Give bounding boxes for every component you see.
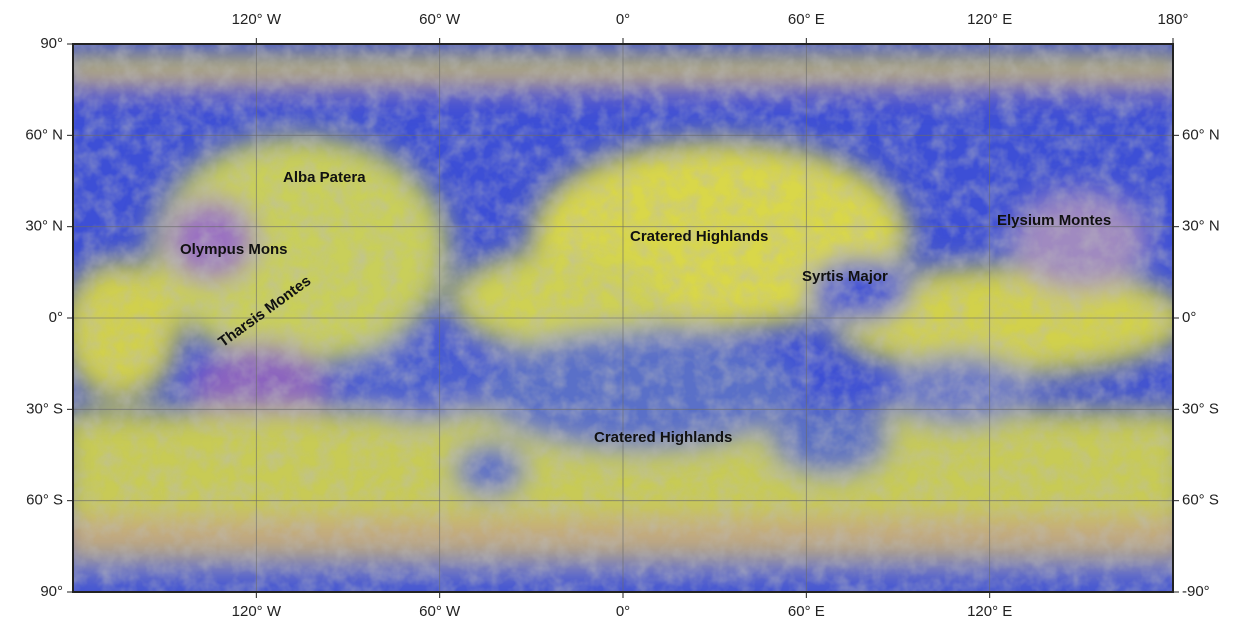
place-label: Olympus Mons [180,241,288,258]
top-tick-label: 60° W [419,11,461,28]
top-tick-label: 120° E [967,11,1012,28]
place-label: Alba Patera [283,169,366,186]
top-tick-label: 120° W [232,11,282,28]
right-tick-label: 0° [1182,309,1196,326]
right-tick-label: -90° [1182,583,1210,600]
left-tick-label: 60° S [26,492,63,509]
place-label: Syrtis Major [802,268,888,285]
bottom-tick-label: 60° E [788,603,825,620]
mars-map: Alba Patera Olympus Mons Tharsis Montes … [0,0,1245,630]
left-tick-label: 30° N [25,218,63,235]
bottom-tick-label: 60° W [419,603,461,620]
right-tick-label: 60° S [1182,492,1219,509]
right-tick-label: 30° S [1182,400,1219,417]
left-tick-label: 30° S [26,400,63,417]
bottom-tick-label: 120° E [967,603,1012,620]
left-tick-label: 90° [40,35,63,52]
top-tick-label: 180° [1157,11,1188,28]
right-tick-label: 30° N [1182,218,1220,235]
left-tick-label: 60° N [25,126,63,143]
right-tick-label: 60° N [1182,126,1220,143]
top-tick-label: 60° E [788,11,825,28]
place-label: Cratered Highlands [594,429,732,446]
left-tick-label: 0° [49,309,63,326]
bottom-tick-label: 120° W [232,603,282,620]
top-tick-label: 0° [616,11,630,28]
place-label: Cratered Highlands [630,228,768,245]
terrain [60,44,1190,598]
place-label: Elysium Montes [997,212,1111,229]
left-tick-label: 90° [40,583,63,600]
bottom-tick-label: 0° [616,603,630,620]
